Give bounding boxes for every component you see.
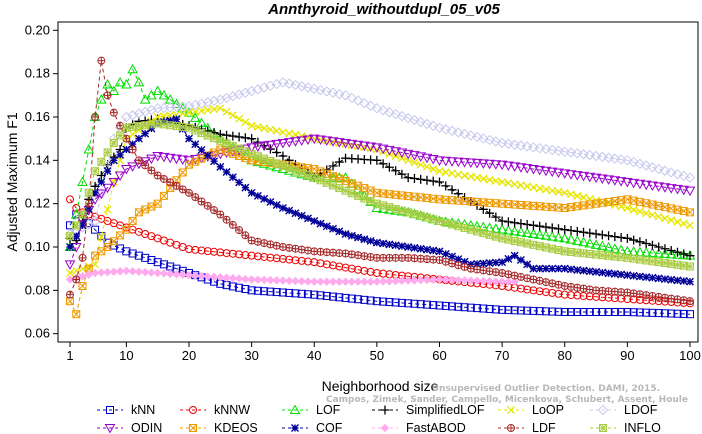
legend-label: FastABOD <box>406 421 466 434</box>
legend-item-loop: LoOP <box>498 403 564 417</box>
y-tick-label: 0.18 <box>25 66 50 81</box>
x-axis: 1 10 20 30 40 50 60 70 80 90 100 <box>66 342 701 363</box>
legend-label: SimplifiedLOF <box>406 403 485 417</box>
y-tick-label: 0.14 <box>25 152 50 167</box>
x-tick-label: 10 <box>119 348 133 363</box>
legend-label: KDEOS <box>214 421 258 434</box>
series-points <box>66 56 694 306</box>
x-tick-label: 90 <box>620 348 634 363</box>
series-points <box>66 145 694 319</box>
legend-item-knn: kNN <box>97 403 155 417</box>
y-tick-label: 0.06 <box>25 326 50 341</box>
legend-marker <box>291 424 299 432</box>
x-tick-label: 30 <box>244 348 258 363</box>
series-cof <box>66 115 694 286</box>
y-axis: 0.06 0.08 0.10 0.12 0.14 0.16 0.18 0.20 <box>25 22 58 341</box>
series-ldf <box>66 56 694 306</box>
y-tick-label: 0.20 <box>25 22 50 37</box>
legend: kNN kNNW LOF SimplifiedLOF LoOP LDOF ODIN KDEOS… <box>97 403 661 434</box>
legend-marker <box>106 406 114 414</box>
x-tick-label: 100 <box>679 348 701 363</box>
y-tick-label: 0.08 <box>25 282 50 297</box>
legend-label: LDOF <box>624 403 658 417</box>
series-points <box>66 119 694 271</box>
x-tick-label: 70 <box>495 348 509 363</box>
legend-label: LDF <box>532 421 556 434</box>
legend-marker <box>380 405 390 415</box>
legend-marker <box>597 404 609 416</box>
legend-label: COF <box>316 421 343 434</box>
plot-lines <box>64 56 696 319</box>
x-tick-label: 60 <box>432 348 446 363</box>
legend-label: LOF <box>316 403 341 417</box>
legend-marker <box>189 424 197 432</box>
series-simplifiedlof <box>65 114 695 261</box>
x-tick-label: 40 <box>307 348 321 363</box>
legend-marker <box>507 424 515 432</box>
legend-label: INFLO <box>624 421 661 434</box>
x-axis-label: Neighborhood size <box>322 378 439 394</box>
plot-frame <box>57 21 699 343</box>
watermark: Unsupervised Outlier Detection. DAMI, 20… <box>326 384 688 405</box>
legend-marker <box>289 404 301 414</box>
legend-label: kNNW <box>214 403 250 417</box>
legend-item-cof: COF <box>282 421 343 434</box>
legend-item-inflo: INFLO <box>590 421 661 434</box>
legend-marker <box>380 423 390 433</box>
legend-item-simplifiedlof: SimplifiedLOF <box>372 403 485 417</box>
series-points <box>65 114 695 261</box>
series-line <box>69 118 691 257</box>
legend-item-fastabod: FastABOD <box>372 421 466 434</box>
x-tick-label: 20 <box>182 348 196 363</box>
series-points <box>64 77 696 240</box>
legend-item-lof: LOF <box>282 403 341 417</box>
chart-title: Annthyroid_withoutdupl_05_v05 <box>267 1 500 18</box>
legend-item-knnw: kNNW <box>180 403 250 417</box>
y-axis-label: Adjusted Maximum F1 <box>4 112 20 251</box>
legend-item-ldof: LDOF <box>590 403 658 417</box>
legend-label: kNN <box>131 403 155 417</box>
series-knn <box>66 210 694 319</box>
y-tick-label: 0.16 <box>25 109 50 124</box>
x-tick-label: 1 <box>66 348 73 363</box>
series-points <box>66 210 694 319</box>
x-tick-label: 80 <box>558 348 572 363</box>
y-tick-label: 0.12 <box>25 196 50 211</box>
legend-marker <box>507 406 515 414</box>
x-tick-label: 50 <box>370 348 384 363</box>
legend-item-ldf: LDF <box>498 421 556 434</box>
legend-item-odin: ODIN <box>97 421 162 434</box>
series-inflo <box>66 119 694 271</box>
y-tick-label: 0.10 <box>25 239 50 254</box>
series-fastabod <box>65 266 519 286</box>
legend-label: ODIN <box>131 421 162 434</box>
series-ldof <box>64 77 696 240</box>
series-points <box>66 115 694 286</box>
legend-marker <box>189 406 197 414</box>
legend-marker <box>104 424 116 434</box>
series-points <box>65 266 519 286</box>
watermark-line-2: Campos, Zimek, Sander, Campello, Micenko… <box>326 395 688 405</box>
legend-label: LoOP <box>532 403 564 417</box>
legend-marker <box>599 424 607 432</box>
legend-item-kdeos: KDEOS <box>180 421 258 434</box>
watermark-line-1: Unsupervised Outlier Detection. DAMI, 20… <box>432 384 660 394</box>
